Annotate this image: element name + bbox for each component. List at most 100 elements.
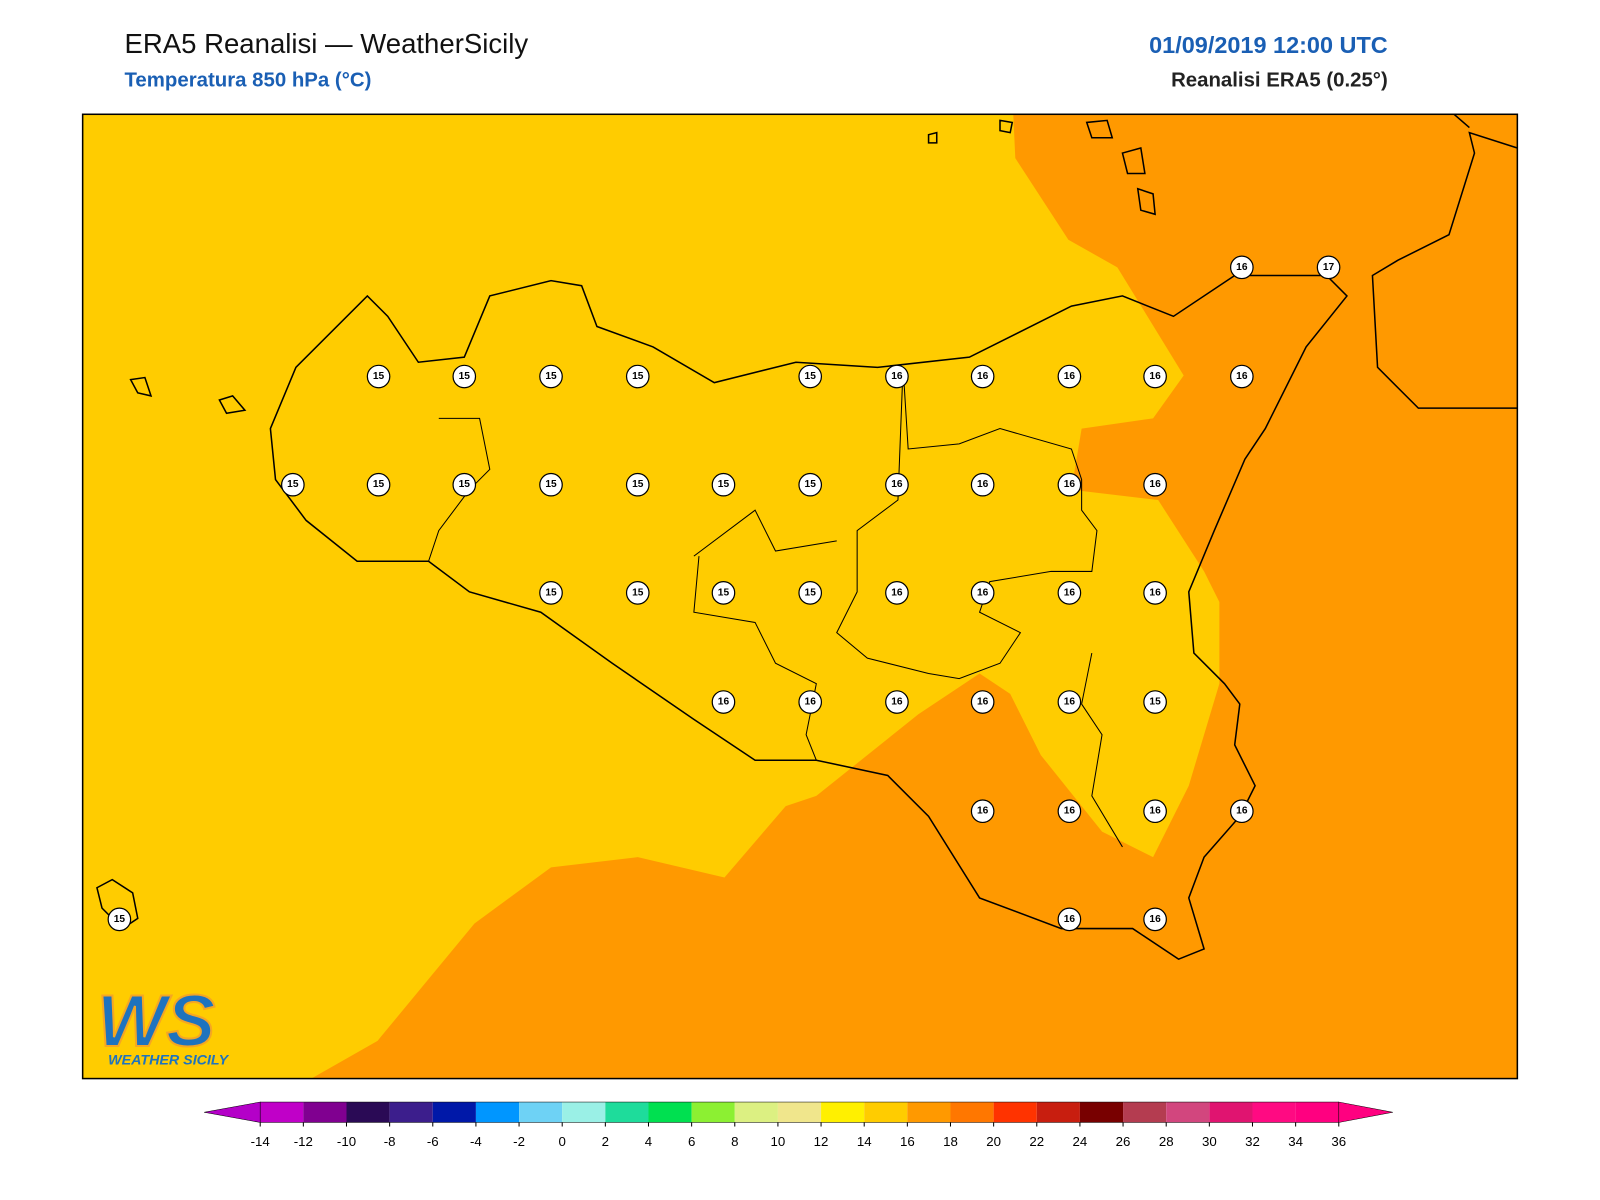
- colorbar-label: 14: [857, 1134, 872, 1149]
- colorbar-label: 24: [1073, 1134, 1088, 1149]
- station-value: 17: [1323, 262, 1335, 273]
- station-marker: [1057, 690, 1082, 714]
- map-frame: [81, 113, 1519, 1080]
- station-value: 16: [891, 371, 903, 382]
- colorbar-segment: [519, 1102, 563, 1123]
- station-marker: [452, 472, 477, 497]
- station-value: 16: [977, 697, 989, 708]
- station-value: 15: [805, 587, 817, 598]
- source: Reanalisi ERA5 (0.25°): [1171, 70, 1388, 92]
- colorbar-label: 16: [900, 1134, 915, 1149]
- logo-text: WEATHER SICILY: [108, 1052, 229, 1068]
- colorbar-segment: [734, 1102, 778, 1123]
- station-marker: [1230, 364, 1254, 389]
- station-value: 16: [1236, 262, 1248, 273]
- colorbar-label: 36: [1331, 1134, 1346, 1149]
- station-value: 16: [1064, 587, 1076, 598]
- station-marker: [1143, 907, 1167, 932]
- colorbar-segment: [993, 1102, 1037, 1123]
- station-marker: [1230, 799, 1254, 824]
- datetime: 01/09/2019 12:00 UTC: [1149, 32, 1388, 58]
- colorbar-label: -12: [294, 1134, 313, 1149]
- station-value: 16: [1236, 371, 1248, 382]
- title: ERA5 Reanalisi — WeatherSicily: [124, 28, 528, 59]
- station-value: 15: [545, 587, 557, 598]
- colorbar-label: 2: [602, 1134, 609, 1149]
- colorbar-label: -4: [470, 1134, 482, 1149]
- station-value: 16: [891, 697, 903, 708]
- colorbar-segment: [1252, 1102, 1296, 1123]
- colorbar-segment: [648, 1102, 692, 1123]
- station-marker: [798, 364, 823, 389]
- station-value: 16: [1149, 806, 1161, 817]
- station-marker: [885, 581, 909, 605]
- colorbar-label: 10: [771, 1134, 786, 1149]
- station-value: 15: [718, 479, 730, 490]
- colorbar-segment: [1036, 1102, 1080, 1123]
- station-value: 16: [1149, 587, 1161, 598]
- station-marker: [711, 581, 736, 605]
- colorbar-segment: [605, 1102, 649, 1123]
- colorbar-segment: [303, 1102, 347, 1123]
- colorbar-segment: [1079, 1102, 1124, 1123]
- colorbar-segment: [475, 1102, 520, 1123]
- station-marker: [1143, 472, 1167, 497]
- station-value: 16: [1064, 914, 1076, 925]
- colorbar-label: 6: [688, 1134, 695, 1149]
- station-value: 16: [805, 697, 817, 708]
- colorbar-frame: [259, 1101, 1340, 1123]
- station-marker: [539, 364, 563, 389]
- station-marker: [885, 472, 909, 497]
- station-marker: [970, 799, 995, 824]
- colorbar-label: 18: [943, 1134, 958, 1149]
- station-marker: [798, 581, 823, 605]
- colorbar-label: 0: [559, 1134, 566, 1149]
- station-marker: [625, 364, 650, 389]
- station-marker: [1316, 255, 1341, 280]
- station-value: 15: [632, 587, 644, 598]
- station-value: 15: [545, 479, 557, 490]
- station-marker: [1143, 690, 1167, 714]
- stations: 16 17 15 15 15 15 15 16 16 16 16 16 15 15 15 15 15 15 15 16…: [107, 255, 1341, 932]
- station-marker: [1143, 581, 1167, 605]
- station-value: 15: [373, 371, 385, 382]
- station-value: 16: [1064, 371, 1076, 382]
- station-marker: [798, 690, 823, 714]
- colorbar-label: 20: [986, 1134, 1001, 1149]
- station-marker: [970, 690, 995, 714]
- station-marker: [366, 364, 391, 389]
- colorbar: -14 -12 -10 -8 -6 -4 -2 0 2 4 6 8 10 12 14 16 18 20 22 24 26…: [204, 1101, 1393, 1149]
- station-marker: [539, 472, 563, 497]
- colorbar-segment: [346, 1102, 390, 1123]
- station-marker: [711, 690, 736, 714]
- station-marker: [1230, 255, 1254, 280]
- colorbar-segment: [864, 1102, 908, 1123]
- station-marker: [1057, 907, 1082, 932]
- colorbar-segment: [432, 1102, 476, 1123]
- station-marker: [452, 364, 477, 389]
- station-value: 15: [632, 371, 644, 382]
- colorbar-label: 4: [645, 1134, 652, 1149]
- logo-mark: WS: [97, 979, 215, 1062]
- colorbar-label: -8: [384, 1134, 396, 1149]
- station-value: 15: [805, 479, 817, 490]
- station-marker: [885, 690, 909, 714]
- station-marker: [1057, 472, 1082, 497]
- station-value: 16: [1149, 914, 1161, 925]
- colorbar-segment: [777, 1102, 822, 1123]
- station-value: 16: [1064, 697, 1076, 708]
- colorbar-segment: [950, 1102, 994, 1123]
- station-value: 16: [1064, 806, 1076, 817]
- subtitle: Temperatura 850 hPa (°C): [124, 70, 371, 92]
- station-value: 16: [977, 587, 989, 598]
- colorbar-label: 28: [1159, 1134, 1174, 1149]
- colorbar-label: -6: [427, 1134, 439, 1149]
- station-marker: [970, 581, 995, 605]
- colorbar-label: 32: [1245, 1134, 1260, 1149]
- colorbar-segment: [907, 1102, 951, 1123]
- station-marker: [625, 472, 650, 497]
- station-marker: [711, 472, 736, 497]
- station-marker: [1143, 364, 1167, 389]
- station-marker: [970, 364, 995, 389]
- station-value: 15: [114, 914, 126, 925]
